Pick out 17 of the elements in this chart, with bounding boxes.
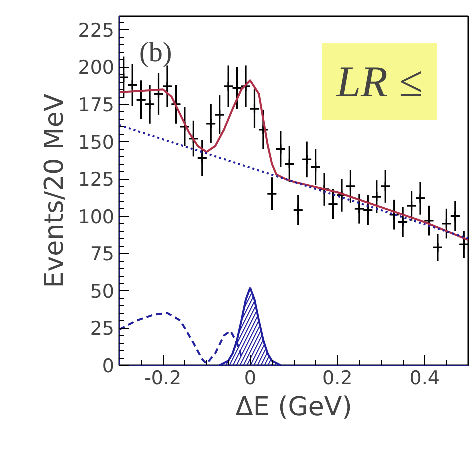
annotation: (b) <box>140 38 172 68</box>
y-tick-label: 150 <box>78 132 114 154</box>
x-axis-title: ΔE (GeV) <box>236 392 352 422</box>
annotation: LR ≤ <box>336 58 423 106</box>
x-tick-label: 0 <box>244 368 256 390</box>
y-tick-label: 125 <box>78 169 114 192</box>
y-tick-label: 75 <box>90 244 115 266</box>
x-tick-label: -0.2 <box>144 368 182 390</box>
y-tick-label: 225 <box>78 20 114 42</box>
y-tick-label: 50 <box>90 280 115 303</box>
y-tick-label: 175 <box>78 94 114 116</box>
x-tick-label: 0.4 <box>410 368 440 390</box>
y-tick-label: 100 <box>78 206 114 228</box>
y-axis-title: Events/20 MeV <box>40 94 70 288</box>
y-tick-label: 200 <box>78 57 114 80</box>
y-tick-label: 25 <box>90 318 115 340</box>
x-tick-label: 0.2 <box>322 368 353 390</box>
